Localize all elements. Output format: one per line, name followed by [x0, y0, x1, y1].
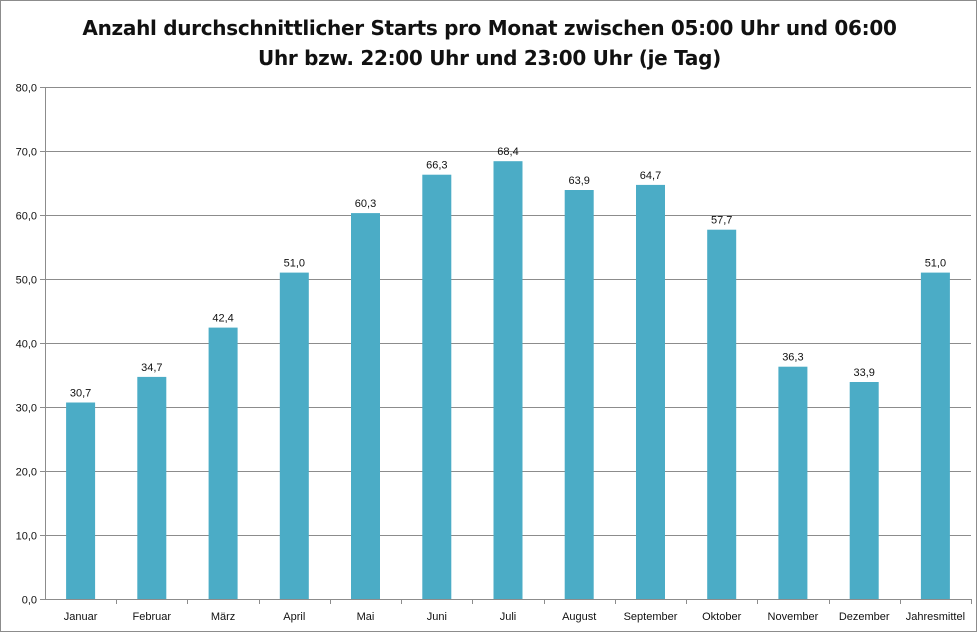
data-label: 42,4: [212, 313, 233, 325]
bar-mai: [351, 213, 380, 599]
y-tick-label: 80,0: [16, 83, 37, 95]
y-tick-label: 20,0: [16, 467, 37, 479]
data-label: 30,7: [70, 388, 91, 400]
y-tick-label: 70,0: [16, 147, 37, 159]
data-label: 36,3: [782, 352, 803, 364]
data-label: 64,7: [640, 170, 661, 182]
data-label: 51,0: [284, 258, 305, 270]
bar-september: [636, 184, 665, 599]
axes: [40, 87, 972, 604]
x-tick-label: März: [211, 611, 235, 623]
x-tick-label: November: [768, 611, 819, 623]
y-tick-labels: 0,0 10,0 20,0 30,0 40,0 50,0 60,0 70,0 80,0: [16, 83, 37, 607]
y-tick-label: 30,0: [16, 403, 37, 415]
x-tick-label: Juli: [500, 611, 517, 623]
bar-april: [279, 272, 309, 599]
x-tick-label: Januar: [64, 611, 98, 623]
y-tick-label: 50,0: [16, 275, 37, 287]
bar-jahresmittel: [920, 272, 950, 599]
bar-dezember: [849, 382, 879, 599]
data-label: 51,0: [925, 258, 946, 270]
x-tick-label: August: [562, 611, 596, 623]
x-tick-label: September: [624, 611, 678, 623]
x-tick-label: Dezember: [839, 611, 890, 623]
bar-august: [564, 190, 594, 599]
bar-märz: [208, 327, 238, 599]
x-tick-label: Oktober: [702, 611, 741, 623]
data-label: 68,4: [497, 146, 518, 158]
x-tick-label: Jahresmittel: [906, 611, 965, 623]
y-tick-label: 40,0: [16, 339, 37, 351]
data-label: 33,9: [853, 367, 874, 379]
x-tick-label: Juni: [427, 611, 447, 623]
y-tick-label: 60,0: [16, 211, 37, 223]
bar-juni: [422, 174, 452, 599]
bar-juli: [493, 161, 523, 599]
bar-november: [778, 366, 808, 599]
data-label: 60,3: [355, 198, 376, 210]
bar-oktober: [707, 229, 737, 599]
bar-januar: [66, 402, 96, 599]
x-tick-label: April: [283, 611, 305, 623]
y-tick-label: 0,0: [22, 595, 37, 607]
x-tick-label: Mai: [357, 611, 375, 623]
bars: [66, 161, 950, 599]
data-label: 34,7: [141, 362, 162, 374]
x-tick-label: Februar: [133, 611, 172, 623]
data-label: 66,3: [426, 160, 447, 172]
data-label: 57,7: [711, 215, 732, 227]
chart-title: Anzahl durchschnittlicher Starts pro Mon…: [1, 13, 977, 73]
y-tick-label: 10,0: [16, 531, 37, 543]
x-tick-labels: Januar Februar März April Mai Juni Juli August S…: [64, 611, 965, 623]
chart-title-line-2: Uhr bzw. 22:00 Uhr und 23:00 Uhr (je Tag…: [258, 46, 721, 70]
bar-februar: [137, 376, 167, 599]
data-labels: 30,7 34,7 42,4 51,0 60,3 66,3 68,4 63,9 64,7 57,7…: [70, 146, 946, 399]
data-label: 63,9: [568, 175, 589, 187]
chart-title-line-1: Anzahl durchschnittlicher Starts pro Mon…: [82, 16, 897, 40]
